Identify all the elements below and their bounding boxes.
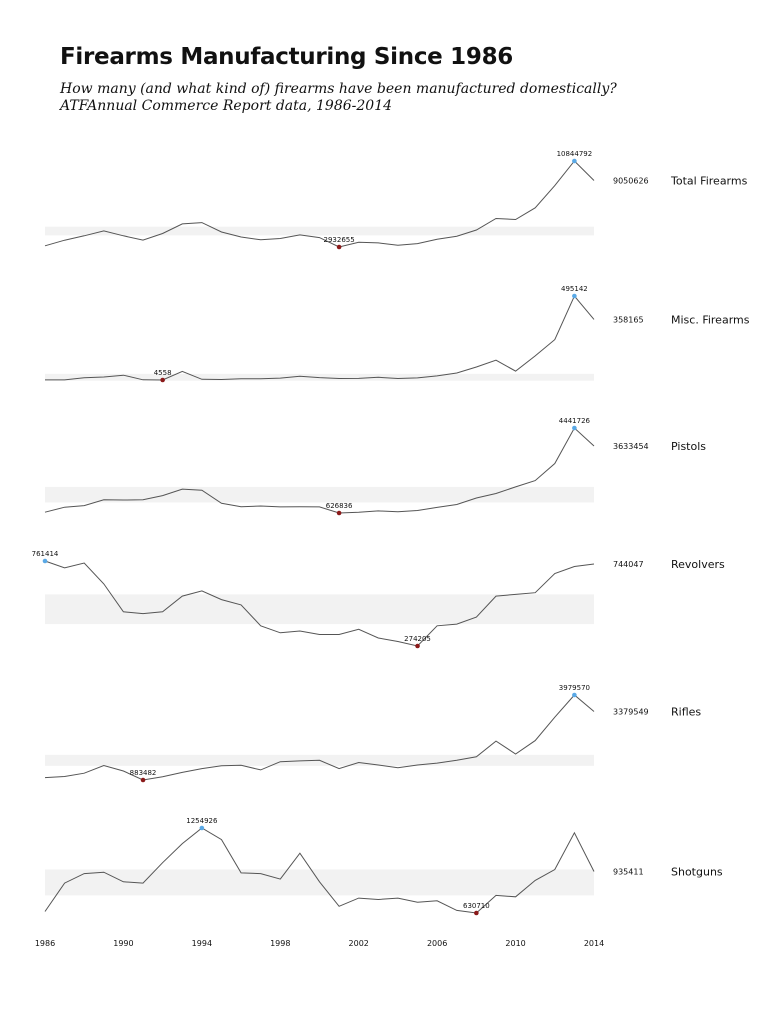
total-firearms-min-label: 2932655 xyxy=(324,236,355,244)
revolvers-quartile-band xyxy=(45,594,594,625)
pistols-max-label: 4441726 xyxy=(559,417,591,425)
pistols-max-point xyxy=(572,425,577,431)
shotguns-last-value: 935411 xyxy=(613,868,644,877)
x-tick-label: 1994 xyxy=(192,939,212,948)
total-firearms-last-value: 9050626 xyxy=(613,177,649,186)
shotguns-min-point xyxy=(474,910,479,916)
total-firearms-max-label: 10844792 xyxy=(557,150,593,158)
rifles-max-label: 3979570 xyxy=(559,684,590,692)
pistols-line xyxy=(44,427,595,514)
x-tick-label: 1986 xyxy=(35,939,55,948)
total-firearms-series-name: Total Firearms xyxy=(670,175,748,188)
rifles-max-point xyxy=(572,692,577,698)
misc-firearms-max-point xyxy=(572,293,577,299)
shotguns-line xyxy=(44,827,595,914)
rifles-min-label: 883482 xyxy=(130,769,157,777)
subtitle-line-2: ATFAnnual Commerce Report data, 1986-201… xyxy=(60,98,393,114)
total-firearms-quartile-band xyxy=(45,226,594,236)
rifles-min-point xyxy=(140,777,146,783)
x-tick-label: 2002 xyxy=(349,939,369,948)
pistols-series-name: Pistols xyxy=(671,440,706,453)
revolvers-min-point xyxy=(415,643,420,649)
shotguns-max-label: 1254926 xyxy=(186,817,218,825)
misc-firearms-last-value: 358165 xyxy=(613,315,644,324)
x-tick-label: 2006 xyxy=(427,939,447,948)
x-tick-label: 1998 xyxy=(270,939,290,948)
misc-firearms-series-name: Misc. Firearms xyxy=(671,313,750,326)
rifles-line xyxy=(44,694,595,781)
pistols-quartile-band xyxy=(45,486,594,503)
rifles-last-value: 3379549 xyxy=(613,707,649,716)
total-firearms-min-point xyxy=(336,244,342,250)
chart-title: Firearms Manufacturing Since 1986 xyxy=(60,44,513,70)
revolvers-last-value: 744047 xyxy=(613,560,644,569)
shotguns-max-point xyxy=(199,825,205,831)
misc-firearms-line xyxy=(45,295,595,381)
shotguns-series-name: Shotguns xyxy=(671,866,723,879)
pistols-min-label: 626836 xyxy=(326,502,353,510)
revolvers-series-name: Revolvers xyxy=(671,558,725,571)
revolvers-line xyxy=(44,560,595,647)
misc-firearms-max-label: 495142 xyxy=(561,285,588,293)
x-tick-label: 2010 xyxy=(505,939,525,948)
revolvers-max-label: 761414 xyxy=(32,550,59,558)
x-tick-label: 2014 xyxy=(584,939,604,948)
total-firearms-line xyxy=(44,160,595,248)
revolvers-min-label: 274205 xyxy=(404,635,431,643)
pistols-last-value: 3633454 xyxy=(613,442,649,451)
shotguns-min-label: 630710 xyxy=(463,902,490,910)
rifles-series-name: Rifles xyxy=(671,705,701,718)
pistols-min-point xyxy=(336,510,342,516)
misc-firearms-min-point xyxy=(160,377,165,383)
misc-firearms-min-label: 4558 xyxy=(154,369,172,377)
total-firearms-max-point xyxy=(572,158,577,164)
chart-subtitle: How many (and what kind of) firearms hav… xyxy=(60,81,617,115)
subtitle-line-1: How many (and what kind of) firearms hav… xyxy=(60,81,617,97)
revolvers-max-point xyxy=(42,558,48,564)
x-tick-label: 1990 xyxy=(113,939,133,948)
